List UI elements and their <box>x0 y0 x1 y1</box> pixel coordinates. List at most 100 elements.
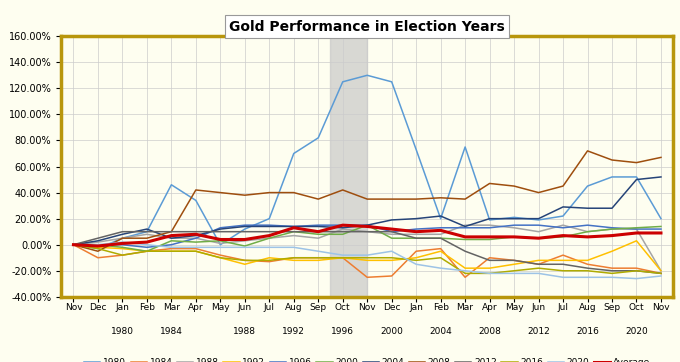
2012 <box>437 236 445 240</box>
1996 <box>583 223 592 227</box>
1996 <box>461 226 469 230</box>
Average <box>583 235 592 239</box>
Average <box>69 243 78 247</box>
1984 <box>412 249 420 253</box>
2000 <box>437 236 445 240</box>
1988 <box>657 269 665 273</box>
1984 <box>290 256 298 260</box>
2004 <box>412 216 420 221</box>
1992 <box>69 243 78 247</box>
2016 <box>192 249 200 253</box>
Average <box>143 240 151 244</box>
2004 <box>167 236 175 240</box>
1988 <box>486 223 494 227</box>
Line: 2016: 2016 <box>73 245 661 273</box>
1988 <box>534 230 543 234</box>
1992 <box>486 266 494 270</box>
Text: 1988: 1988 <box>233 327 256 336</box>
2004 <box>510 216 518 221</box>
2012 <box>265 230 273 234</box>
1984 <box>632 266 641 270</box>
2020 <box>657 274 665 278</box>
1980 <box>534 218 543 222</box>
2008 <box>534 190 543 195</box>
2020 <box>388 249 396 253</box>
2012 <box>192 230 200 234</box>
2004 <box>69 243 78 247</box>
1980 <box>143 230 151 234</box>
2012 <box>461 249 469 253</box>
2020 <box>632 277 641 281</box>
1988 <box>167 236 175 240</box>
2016 <box>657 271 665 275</box>
1988 <box>241 239 249 243</box>
2000 <box>534 236 543 240</box>
1996 <box>412 227 420 231</box>
Average <box>657 231 665 235</box>
2008 <box>632 160 641 165</box>
2004 <box>192 233 200 238</box>
1996 <box>486 226 494 230</box>
1996 <box>265 223 273 227</box>
Text: 2000: 2000 <box>380 327 403 336</box>
2020 <box>192 245 200 249</box>
2008 <box>583 149 592 153</box>
1992 <box>94 245 102 249</box>
2016 <box>167 249 175 253</box>
2008 <box>608 158 616 162</box>
2008 <box>486 181 494 186</box>
2012 <box>216 230 224 234</box>
1996 <box>94 243 102 247</box>
1984 <box>167 247 175 251</box>
1992 <box>461 266 469 270</box>
Average <box>339 223 347 227</box>
Average <box>94 244 102 248</box>
1988 <box>632 227 641 231</box>
2012 <box>363 230 371 234</box>
2004 <box>632 177 641 182</box>
1996 <box>534 223 543 227</box>
2020 <box>412 262 420 266</box>
Text: 1996: 1996 <box>331 327 354 336</box>
1992 <box>192 249 200 253</box>
2008 <box>94 249 102 253</box>
2000 <box>192 240 200 244</box>
Text: 2008: 2008 <box>478 327 501 336</box>
2008 <box>216 190 224 195</box>
Average <box>265 233 273 238</box>
1984 <box>192 247 200 251</box>
2020 <box>363 253 371 257</box>
2016 <box>461 271 469 275</box>
Average <box>241 237 249 242</box>
2016 <box>216 256 224 260</box>
1992 <box>241 262 249 266</box>
1992 <box>143 249 151 253</box>
2012 <box>632 269 641 273</box>
2012 <box>339 230 347 234</box>
2020 <box>167 245 175 249</box>
1988 <box>314 236 322 240</box>
1980 <box>265 216 273 221</box>
Average <box>412 230 420 234</box>
2020 <box>486 271 494 275</box>
2008 <box>339 188 347 192</box>
2020 <box>534 271 543 275</box>
Average <box>167 233 175 238</box>
2016 <box>143 249 151 253</box>
2020 <box>339 253 347 257</box>
1992 <box>216 256 224 260</box>
2012 <box>388 230 396 234</box>
2004 <box>534 216 543 221</box>
2012 <box>510 258 518 262</box>
1992 <box>167 249 175 253</box>
1980 <box>486 218 494 222</box>
2000 <box>94 243 102 247</box>
2012 <box>657 271 665 275</box>
2000 <box>559 235 567 239</box>
2008 <box>241 193 249 197</box>
2020 <box>510 271 518 275</box>
1992 <box>118 247 126 251</box>
1992 <box>363 258 371 262</box>
1984 <box>534 262 543 266</box>
Average <box>192 232 200 236</box>
